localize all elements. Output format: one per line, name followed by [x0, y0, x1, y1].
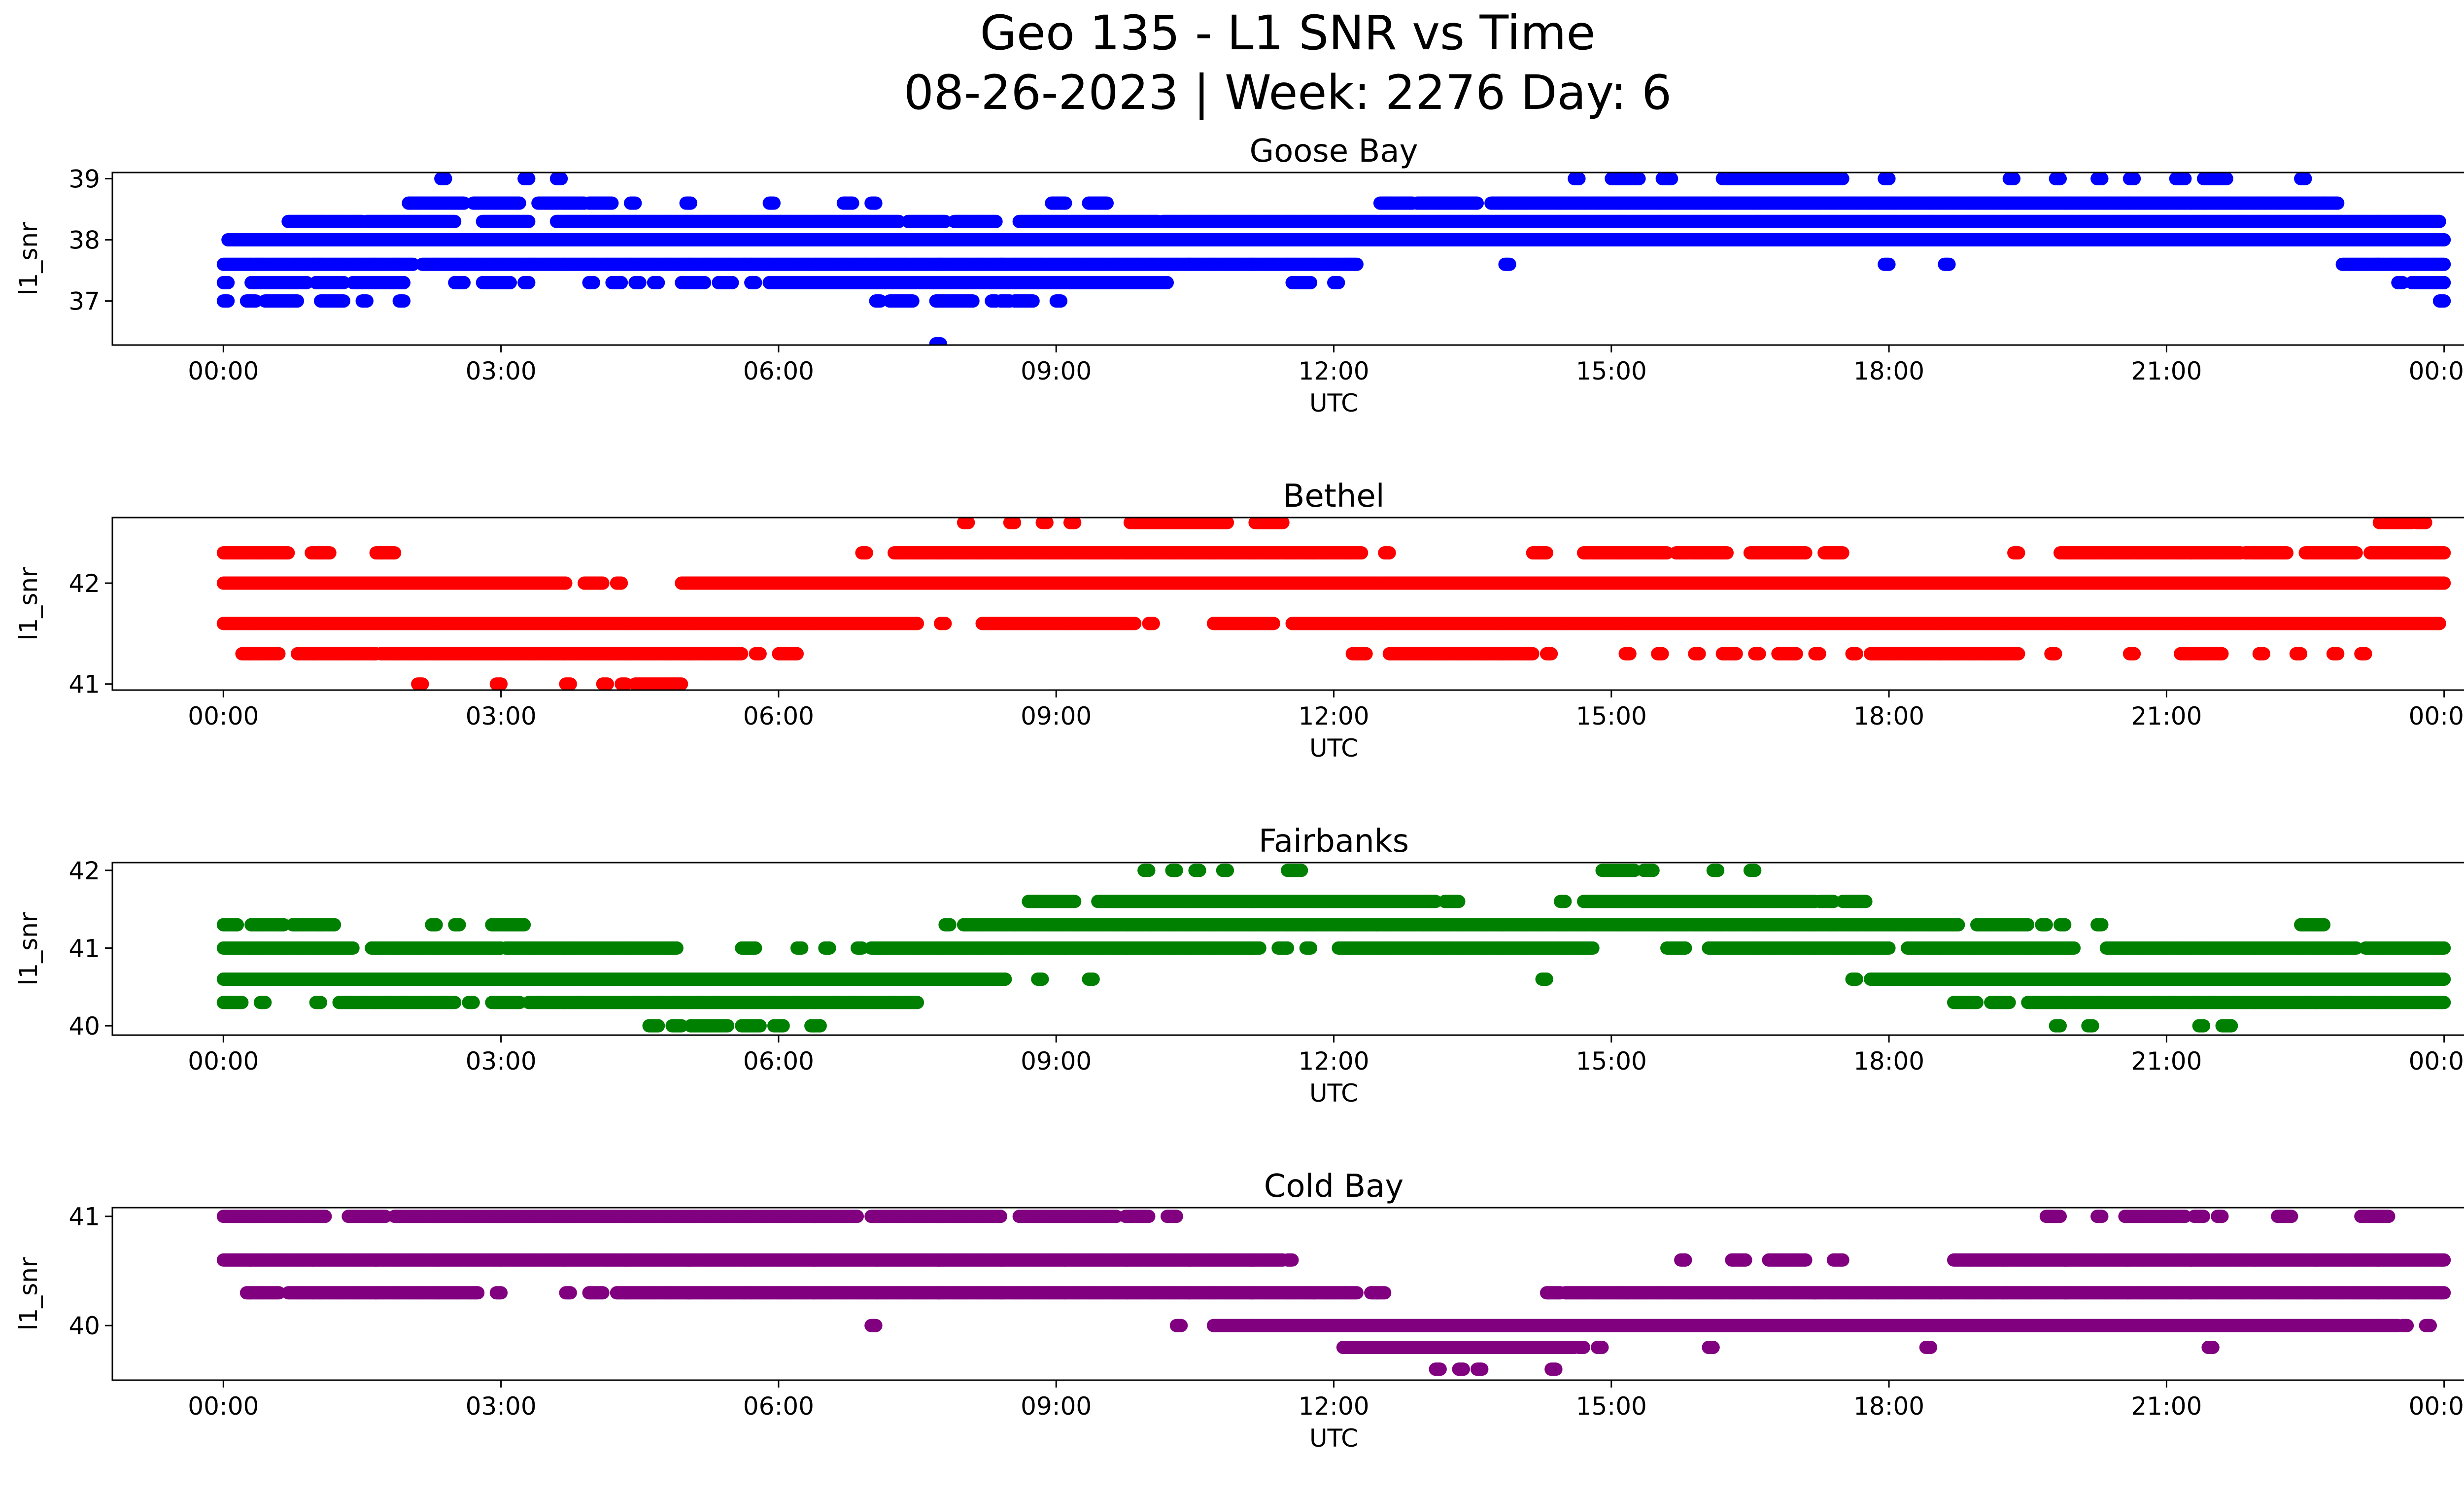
- data-point: [221, 294, 235, 308]
- data-point: [1882, 257, 1896, 271]
- data-point: [1332, 276, 1345, 289]
- scatter-series: [216, 173, 2451, 345]
- data-point: [291, 294, 304, 308]
- data-point: [906, 294, 920, 308]
- data-point: [698, 276, 712, 289]
- data-point: [651, 276, 665, 289]
- data-point: [300, 276, 313, 289]
- figure-title-line2: 08-26-2023 | Week: 2276 Day: 6: [904, 65, 1672, 121]
- data-point: [1942, 257, 1956, 271]
- data-point: [1054, 294, 1068, 308]
- data-point: [2437, 257, 2451, 271]
- data-point: [221, 276, 235, 289]
- data-point: [586, 276, 600, 289]
- data-point: [249, 294, 263, 308]
- data-point: [457, 276, 471, 289]
- data-point: [503, 276, 517, 289]
- data-point: [360, 294, 374, 308]
- data-point: [1161, 276, 1174, 289]
- data-point: [615, 276, 628, 289]
- subplot-title: Goose Bay: [1250, 133, 1418, 170]
- data-point: [1026, 294, 1040, 308]
- data-point: [337, 276, 350, 289]
- data-point: [397, 294, 411, 308]
- data-point: [522, 276, 536, 289]
- data-point: [725, 276, 739, 289]
- data-point: [397, 276, 411, 289]
- data-point: [966, 294, 980, 308]
- data-point: [2437, 233, 2451, 246]
- data-point: [522, 214, 536, 228]
- data-point: [448, 214, 462, 228]
- data-point: [337, 294, 350, 308]
- figure-title-line1: Geo 135 - L1 SNR vs Time: [980, 5, 1596, 61]
- data-point: [2437, 276, 2451, 289]
- data-point: [1350, 257, 1364, 271]
- data-point: [1304, 276, 1318, 289]
- data-point: [1503, 257, 1516, 271]
- data-point: [874, 294, 887, 308]
- data-point: [749, 276, 762, 289]
- data-point: [633, 276, 647, 289]
- data-point: [2437, 294, 2451, 308]
